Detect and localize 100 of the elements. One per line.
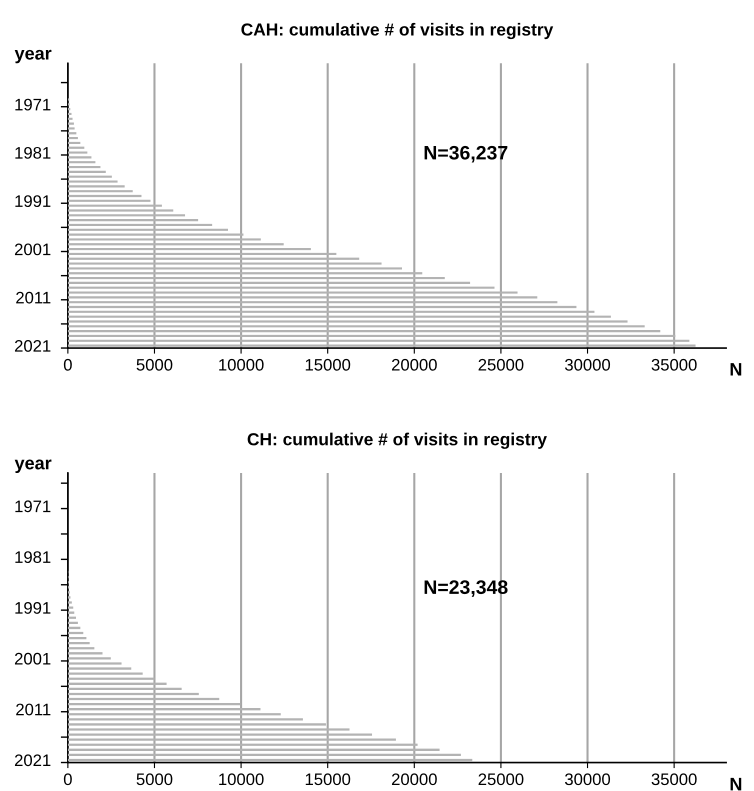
bar	[68, 122, 74, 125]
x-tick-label: 0	[64, 358, 72, 371]
y-tick-label: 2001	[14, 652, 50, 665]
bar	[68, 738, 396, 741]
x-tick-label: 35000	[652, 358, 697, 371]
bar	[68, 316, 611, 318]
y-axis-title: year	[14, 50, 52, 64]
y-tick-label: 1971	[15, 98, 50, 111]
bar	[68, 238, 261, 241]
bar	[68, 151, 88, 154]
x-tick-label: 30000	[564, 773, 610, 786]
bar	[68, 176, 112, 178]
y-tick-label: 1981	[15, 146, 50, 159]
bar	[68, 702, 240, 706]
bar	[68, 224, 212, 226]
bar	[68, 688, 182, 690]
bar	[68, 118, 73, 120]
bar	[68, 258, 360, 260]
annotation: N=23,348	[424, 580, 508, 597]
bar	[68, 310, 594, 313]
x-tick-label: 25000	[478, 773, 524, 786]
bar	[68, 748, 440, 751]
x-tick-label: 35000	[652, 773, 697, 786]
bar	[68, 612, 74, 614]
bar	[68, 344, 696, 347]
bar	[68, 137, 78, 140]
bar	[68, 682, 167, 685]
bar	[68, 204, 162, 207]
bar	[68, 214, 186, 216]
bar	[68, 248, 311, 250]
bar	[68, 185, 125, 188]
x-tick-label: 5000	[136, 358, 172, 371]
bar	[68, 713, 281, 716]
y-tick-label: 2021	[14, 340, 50, 352]
bar	[68, 200, 150, 202]
bar	[68, 642, 90, 644]
x-tick-label: 20000	[392, 773, 437, 786]
y-tick-label: 1981	[15, 551, 50, 564]
x-tick-label: 15000	[306, 773, 350, 786]
bar	[68, 325, 645, 328]
bar	[68, 678, 154, 680]
y-tick-label: 2011	[16, 704, 50, 716]
bar	[68, 156, 92, 158]
bar	[68, 647, 94, 650]
x-tick-label: 10000	[219, 358, 264, 371]
bar	[68, 234, 244, 236]
y-tick-label: 2001	[14, 244, 50, 256]
x-tick-label: 30000	[564, 358, 610, 371]
bar	[68, 320, 628, 323]
x-tick-label: 25000	[478, 358, 524, 371]
x-tick-label: 20000	[392, 358, 437, 371]
chart-title: CH: cumulative # of visits in registry	[248, 432, 547, 449]
bar	[68, 286, 495, 289]
bar	[68, 267, 402, 270]
bar	[68, 161, 96, 164]
bar	[68, 708, 260, 710]
bar	[68, 209, 174, 212]
x-tick-label: 0	[64, 773, 72, 786]
x-tick-label: 5000	[136, 773, 172, 786]
y-tick-label: 1991	[15, 602, 50, 614]
bar	[68, 276, 445, 280]
bar	[68, 272, 422, 274]
annotation: N=36,237	[424, 146, 508, 162]
bar	[68, 146, 84, 149]
x-axis-title: N	[730, 363, 742, 376]
bar	[68, 170, 106, 173]
bar	[68, 180, 118, 183]
bar	[68, 142, 80, 144]
bar	[68, 108, 70, 110]
bar	[68, 718, 303, 720]
y-tick-label: 2011	[16, 292, 50, 304]
bar	[68, 340, 690, 342]
y-tick-label: 1971	[15, 500, 50, 512]
y-tick-label: 1991	[15, 195, 50, 208]
bar	[68, 243, 284, 246]
bar	[68, 262, 382, 265]
x-tick-label: 10000	[219, 773, 264, 786]
bar	[68, 291, 518, 294]
bar	[68, 166, 100, 168]
bar	[68, 190, 133, 192]
bar	[68, 616, 76, 619]
bar	[68, 228, 228, 231]
bar	[68, 219, 198, 222]
bar	[68, 606, 74, 609]
x-tick-label: 15000	[306, 358, 350, 371]
bar	[68, 296, 538, 298]
y-tick-label: 2021	[14, 754, 50, 766]
bar	[68, 622, 78, 624]
bar	[68, 301, 558, 304]
x-axis-title: N	[730, 778, 742, 790]
chart-title: CAH: cumulative # of visits in registry	[241, 22, 554, 40]
bar	[68, 132, 76, 134]
bar	[68, 334, 676, 338]
bar	[68, 194, 142, 198]
bar	[68, 652, 103, 654]
bar	[68, 252, 336, 256]
y-axis-title: year	[14, 460, 52, 474]
bar	[68, 306, 576, 308]
bar	[68, 282, 470, 284]
bar	[68, 744, 418, 746]
